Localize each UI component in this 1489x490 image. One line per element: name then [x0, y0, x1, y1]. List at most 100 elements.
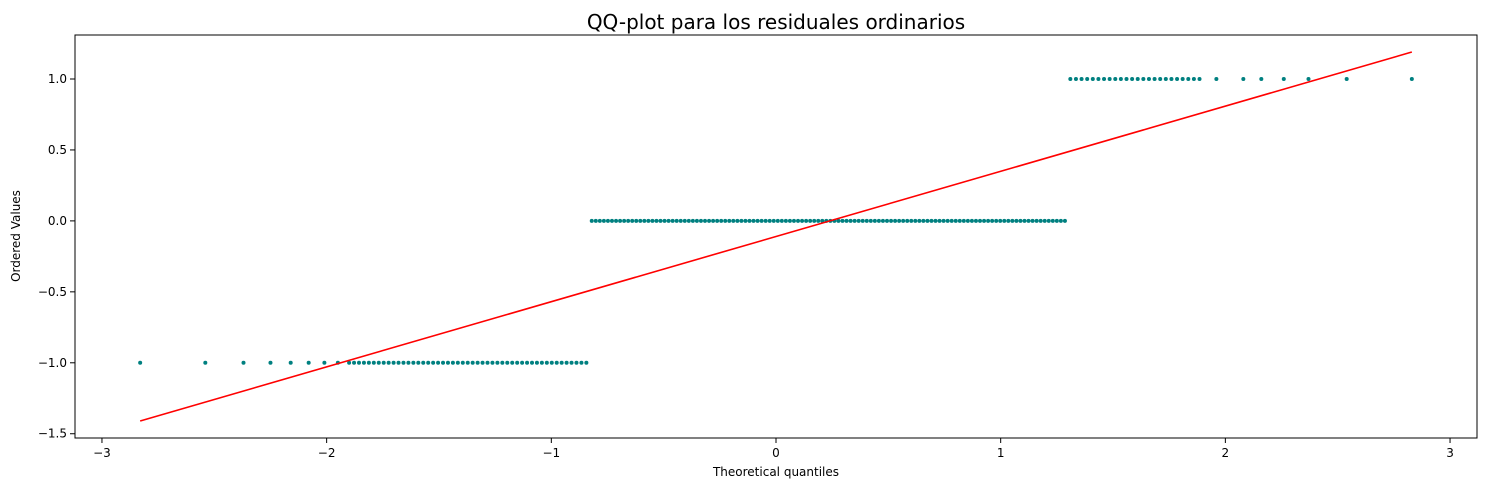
data-point [554, 360, 559, 365]
data-point [618, 218, 623, 223]
data-point [622, 218, 627, 223]
data-point [1096, 76, 1101, 81]
data-point [1130, 76, 1135, 81]
data-point [426, 360, 431, 365]
data-point [763, 218, 768, 223]
data-point [791, 218, 796, 223]
data-point [268, 360, 273, 365]
data-point [589, 218, 594, 223]
y-tick-label: −0.5 [38, 285, 67, 299]
x-tick-label: 1 [997, 446, 1005, 460]
data-point [411, 360, 416, 365]
x-tick-label: 0 [772, 446, 780, 460]
data-point [654, 218, 659, 223]
data-point [520, 360, 525, 365]
data-point [406, 360, 411, 365]
data-point [990, 218, 995, 223]
data-point [650, 218, 655, 223]
data-point [1158, 76, 1163, 81]
data-point [376, 360, 381, 365]
data-point [530, 360, 534, 365]
data-point [893, 218, 898, 223]
data-point [455, 360, 460, 365]
data-point [626, 218, 631, 223]
data-point [901, 218, 906, 223]
data-point [856, 218, 861, 223]
data-point [897, 218, 902, 223]
data-point [787, 218, 792, 223]
data-point [381, 360, 386, 365]
data-point [1281, 76, 1286, 81]
data-point [515, 360, 520, 365]
data-point [840, 218, 845, 223]
data-point [1141, 76, 1146, 81]
data-point [396, 360, 401, 365]
data-point [584, 360, 589, 365]
data-point [864, 218, 869, 223]
data-point [1191, 76, 1196, 81]
data-point [1124, 76, 1129, 81]
data-point [1002, 218, 1007, 223]
data-point [597, 218, 602, 223]
data-point [909, 218, 914, 223]
data-point [969, 218, 974, 223]
data-point [698, 218, 703, 223]
data-point [1042, 218, 1047, 223]
data-point [905, 218, 910, 223]
data-point [674, 218, 679, 223]
data-point [1062, 218, 1067, 223]
data-point [945, 218, 950, 223]
data-point [605, 218, 610, 223]
data-point [759, 218, 764, 223]
data-point [658, 218, 663, 223]
data-point [485, 360, 490, 365]
data-point [288, 360, 293, 365]
x-axis-label: Theoretical quantiles [712, 465, 839, 479]
data-point [876, 218, 881, 223]
data-point [1180, 76, 1185, 81]
data-point [1022, 218, 1027, 223]
data-point [441, 360, 446, 365]
data-point [460, 360, 465, 365]
data-point [579, 360, 584, 365]
data-point [783, 218, 788, 223]
data-point [544, 360, 549, 365]
data-point [1010, 218, 1015, 223]
data-point [961, 218, 966, 223]
data-point [1306, 76, 1311, 81]
data-point [682, 218, 687, 223]
x-tick-label: −2 [318, 446, 336, 460]
data-point [1030, 218, 1035, 223]
data-point [743, 218, 748, 223]
data-point [1006, 218, 1011, 223]
data-point [1026, 218, 1031, 223]
data-point [1079, 76, 1084, 81]
data-point [852, 218, 857, 223]
y-tick-label: −1.0 [38, 356, 67, 370]
data-point [978, 218, 983, 223]
data-point [1146, 76, 1151, 81]
data-point [889, 218, 894, 223]
x-axis: −3 −2 −1 0 1 2 3 [93, 438, 1454, 460]
x-tick-label: 2 [1222, 446, 1230, 460]
data-point [751, 218, 756, 223]
data-point [1197, 76, 1202, 81]
data-point [431, 360, 436, 365]
data-point [630, 218, 635, 223]
data-point [1018, 218, 1023, 223]
data-point [391, 360, 396, 365]
x-tick-label: −1 [542, 446, 560, 460]
data-point [356, 360, 361, 365]
data-point [994, 218, 999, 223]
data-point [642, 218, 647, 223]
data-point [662, 218, 667, 223]
data-point [703, 218, 707, 223]
data-point [872, 218, 877, 223]
data-point [739, 218, 744, 223]
data-point [723, 218, 728, 223]
data-point [614, 218, 619, 223]
data-point [816, 218, 821, 223]
y-tick-label: 1.0 [48, 72, 67, 86]
data-point [884, 218, 889, 223]
